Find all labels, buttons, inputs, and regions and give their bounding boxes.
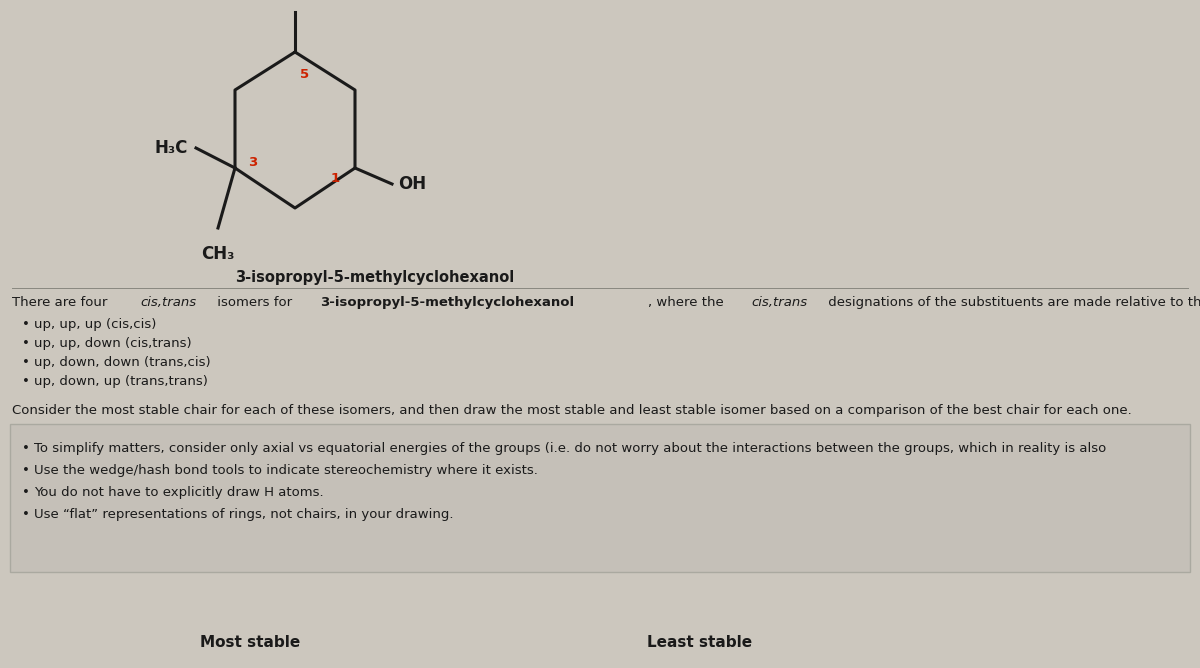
Text: •: • bbox=[22, 442, 30, 455]
Text: •: • bbox=[22, 508, 30, 521]
Text: To simplify matters, consider only axial vs equatorial energies of the groups (i: To simplify matters, consider only axial… bbox=[34, 442, 1106, 455]
Text: CH₃: CH₃ bbox=[202, 245, 235, 263]
Text: OH: OH bbox=[398, 175, 426, 193]
Text: , where the: , where the bbox=[648, 296, 728, 309]
Text: 3-isopropyl-5-methylcyclohexanol: 3-isopropyl-5-methylcyclohexanol bbox=[320, 296, 575, 309]
Text: 3-isopropyl-5-methylcyclohexanol: 3-isopropyl-5-methylcyclohexanol bbox=[235, 270, 515, 285]
Text: up, down, down (trans,cis): up, down, down (trans,cis) bbox=[34, 356, 211, 369]
Text: Use “flat” representations of rings, not chairs, in your drawing.: Use “flat” representations of rings, not… bbox=[34, 508, 454, 521]
Text: There are four: There are four bbox=[12, 296, 112, 309]
Text: •: • bbox=[22, 375, 30, 388]
Text: up, up, down (cis,trans): up, up, down (cis,trans) bbox=[34, 337, 192, 350]
Text: CH₃: CH₃ bbox=[278, 0, 312, 4]
FancyBboxPatch shape bbox=[10, 424, 1190, 572]
Text: designations of the substituents are made relative to the OH group:: designations of the substituents are mad… bbox=[824, 296, 1200, 309]
Text: up, up, up (cis,cis): up, up, up (cis,cis) bbox=[34, 318, 156, 331]
Text: Most stable: Most stable bbox=[200, 635, 300, 650]
Text: 1: 1 bbox=[331, 172, 340, 185]
Text: •: • bbox=[22, 318, 30, 331]
Text: Least stable: Least stable bbox=[648, 635, 752, 650]
Text: •: • bbox=[22, 486, 30, 499]
Text: isomers for: isomers for bbox=[212, 296, 296, 309]
Text: 3: 3 bbox=[248, 156, 257, 168]
Text: H₃C: H₃C bbox=[155, 139, 188, 157]
Text: •: • bbox=[22, 337, 30, 350]
Text: cis,trans: cis,trans bbox=[751, 296, 808, 309]
Text: •: • bbox=[22, 464, 30, 477]
Text: •: • bbox=[22, 356, 30, 369]
Text: Consider the most stable chair for each of these isomers, and then draw the most: Consider the most stable chair for each … bbox=[12, 404, 1132, 417]
Text: up, down, up (trans,trans): up, down, up (trans,trans) bbox=[34, 375, 208, 388]
Text: Use the wedge/hash bond tools to indicate stereochemistry where it exists.: Use the wedge/hash bond tools to indicat… bbox=[34, 464, 538, 477]
Text: 5: 5 bbox=[300, 68, 310, 81]
Text: cis,trans: cis,trans bbox=[140, 296, 197, 309]
Text: You do not have to explicitly draw H atoms.: You do not have to explicitly draw H ato… bbox=[34, 486, 324, 499]
